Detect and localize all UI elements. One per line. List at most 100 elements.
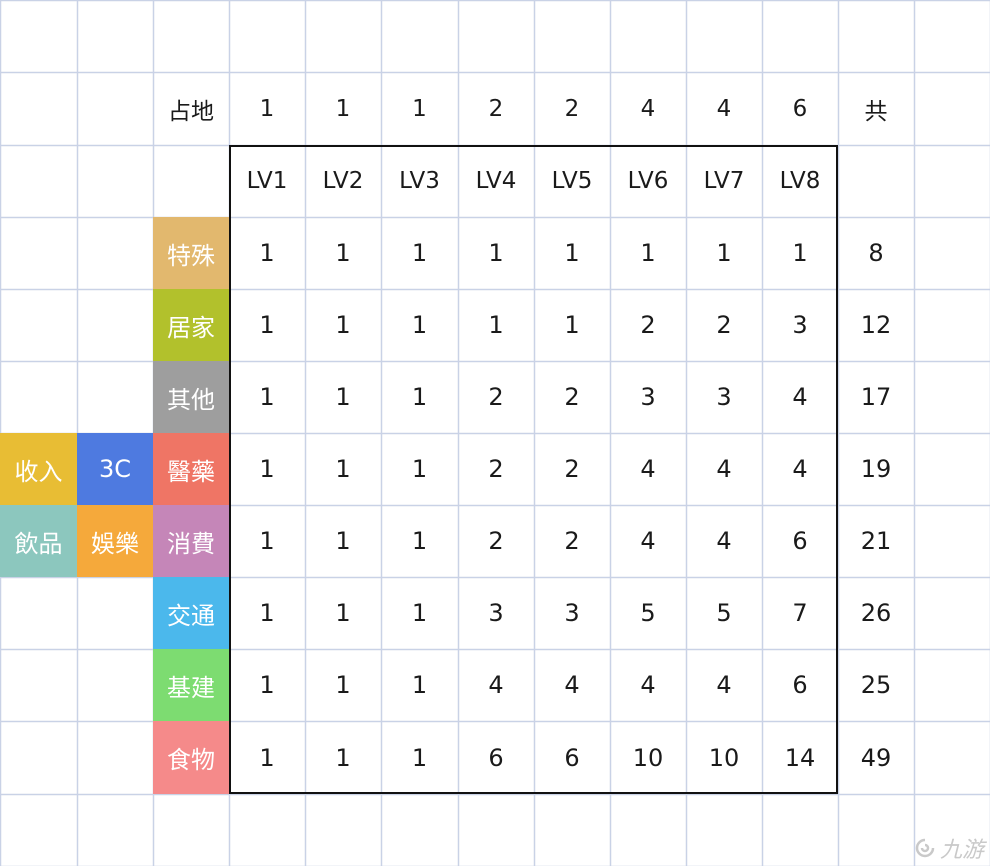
- category-label: 交通: [153, 577, 229, 649]
- table-cell: 4: [792, 383, 808, 411]
- table-cell: 4: [640, 671, 656, 699]
- table-cell: 6: [564, 743, 580, 772]
- table-cell: 1: [716, 239, 732, 267]
- row-total: 17: [860, 383, 892, 411]
- table-cell: 4: [640, 455, 656, 483]
- table-cell: 1: [411, 599, 428, 627]
- row-total: 25: [860, 671, 892, 699]
- table-cell: 2: [716, 311, 732, 339]
- row-total: 21: [860, 527, 892, 555]
- table-cell: 7: [792, 599, 808, 627]
- table-cell: 2: [564, 527, 580, 555]
- category-label: 特殊: [153, 217, 229, 289]
- table-cell: 1: [259, 239, 275, 267]
- table-cell: 5: [640, 599, 656, 627]
- table-cell: 4: [640, 527, 656, 555]
- table-cell: 1: [259, 743, 275, 772]
- table-cell: 1: [259, 311, 275, 339]
- table-cell: 3: [716, 383, 732, 411]
- table-cell: 1: [259, 383, 275, 411]
- table-cell: 5: [716, 599, 732, 627]
- table-cell: 4: [716, 671, 732, 699]
- table-cell: 1: [411, 311, 428, 339]
- row-total: 12: [860, 311, 892, 339]
- table-cell: 1: [335, 599, 351, 627]
- table-cell: 1: [411, 383, 428, 411]
- area-value: 2: [488, 95, 504, 122]
- table-cell: 3: [640, 383, 656, 411]
- table-cell: 1: [335, 311, 351, 339]
- table-cell: 6: [792, 671, 808, 699]
- table-cell: 1: [335, 455, 351, 483]
- table-cell: 1: [259, 599, 275, 627]
- table-cell: 1: [411, 527, 428, 555]
- table-cell: 2: [564, 383, 580, 411]
- table-cell: 2: [488, 455, 504, 483]
- area-value: 1: [412, 95, 427, 122]
- table-cell: 2: [488, 383, 504, 411]
- area-label: 占地: [168, 98, 214, 125]
- area-value: 1: [335, 95, 351, 122]
- level-header: LV7: [703, 168, 745, 194]
- area-value: 4: [716, 95, 732, 122]
- table-cell: 1: [488, 239, 504, 267]
- watermark: 九游: [914, 832, 984, 864]
- table-cell: 1: [488, 311, 504, 339]
- area-value: 4: [640, 95, 656, 122]
- area-value: 2: [564, 95, 580, 122]
- table-cell: 1: [335, 527, 351, 555]
- table-cell: 10: [708, 743, 740, 772]
- table-cell: 2: [564, 455, 580, 483]
- level-header: LV2: [322, 168, 364, 194]
- table-cell: 1: [259, 671, 275, 699]
- table-cell: 3: [792, 311, 808, 339]
- table-cell: 1: [335, 671, 351, 699]
- table-cell: 1: [792, 239, 808, 267]
- table-cell: 1: [335, 383, 351, 411]
- table-cell: 1: [564, 311, 580, 339]
- table-cell: 6: [792, 527, 808, 555]
- table-cell: 1: [259, 527, 275, 555]
- table-cell: 1: [564, 239, 580, 267]
- level-header: LV5: [551, 168, 593, 194]
- table-cell: 1: [259, 455, 275, 483]
- table-cell: 4: [792, 455, 808, 483]
- table-cell: 1: [411, 743, 428, 772]
- category-label: 居家: [153, 289, 229, 361]
- area-value: 1: [259, 95, 275, 122]
- category-label: 基建: [153, 649, 229, 721]
- row-total: 8: [868, 239, 884, 267]
- table-cell: 4: [716, 455, 732, 483]
- table-cell: 1: [411, 239, 428, 267]
- table-cell: 3: [564, 599, 580, 627]
- side-tag-drinks: 飲品: [0, 505, 77, 577]
- row-total: 49: [860, 743, 892, 772]
- table-cell: 2: [640, 311, 656, 339]
- table-cell: 3: [488, 599, 504, 627]
- row-total: 19: [860, 455, 892, 483]
- table-cell: 14: [784, 743, 816, 772]
- total-header: 共: [864, 98, 888, 125]
- level-header: LV1: [246, 168, 288, 194]
- side-tag-entertainment: 娛樂: [77, 505, 153, 577]
- level-header: LV6: [627, 168, 669, 194]
- category-label: 其他: [153, 361, 229, 433]
- side-tag-income: 收入: [0, 433, 77, 505]
- table-cell: 1: [335, 743, 351, 772]
- swirl-icon: [915, 838, 935, 858]
- table-cell: 2: [488, 527, 504, 555]
- table-cell: 4: [488, 671, 504, 699]
- area-value: 6: [792, 95, 808, 122]
- level-header: LV4: [475, 168, 517, 194]
- level-header: LV3: [399, 168, 440, 194]
- table-cell: 1: [640, 239, 656, 267]
- level-header: LV8: [779, 168, 821, 194]
- table-cell: 1: [411, 455, 428, 483]
- category-label: 食物: [153, 721, 229, 794]
- table-cell: 1: [335, 239, 351, 267]
- table-cell: 4: [564, 671, 580, 699]
- table-cell: 6: [488, 743, 504, 772]
- watermark-text: 九游: [939, 838, 984, 863]
- category-label: 醫藥: [153, 433, 229, 505]
